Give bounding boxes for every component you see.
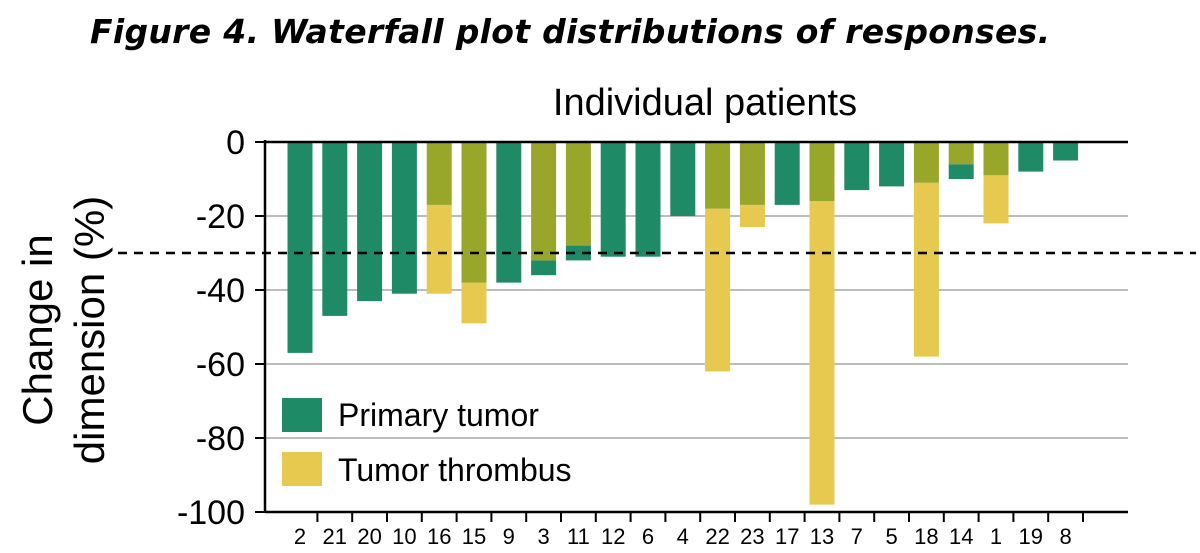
- x-tick-label: 3: [537, 524, 549, 549]
- x-tick-label: 10: [392, 524, 416, 549]
- x-tick-label: 12: [601, 524, 625, 549]
- bars: [287, 142, 1079, 505]
- bar-tumor-thrombus: [739, 204, 765, 228]
- x-tick-label: 7: [851, 524, 863, 549]
- bar-tumor-thrombus: [983, 175, 1009, 224]
- bar-primary-tumor: [1053, 142, 1079, 161]
- x-tick-label: 19: [1019, 524, 1043, 549]
- bar-overlap: [531, 142, 557, 261]
- bar-primary-tumor: [948, 164, 974, 179]
- bar-overlap: [983, 142, 1009, 176]
- figure-title: Figure 4. Waterfall plot distributions o…: [90, 12, 1051, 51]
- x-tick-label: 5: [885, 524, 897, 549]
- bar-primary-tumor: [774, 142, 800, 205]
- bar-primary-tumor: [565, 245, 591, 261]
- x-tick-label: 8: [1059, 524, 1071, 549]
- bar-tumor-thrombus: [461, 282, 487, 324]
- bar-overlap: [426, 142, 452, 205]
- x-tick-label: 2: [294, 524, 306, 549]
- bar-tumor-thrombus: [809, 201, 835, 505]
- bar-primary-tumor: [1018, 142, 1044, 172]
- y-tick-labels: 0 -20 -40 -60 -80 -100: [177, 124, 245, 532]
- bar-overlap: [948, 142, 974, 165]
- bar-primary-tumor: [670, 142, 696, 216]
- bar-primary-tumor: [531, 260, 557, 276]
- bar-overlap: [461, 142, 487, 283]
- x-tick-label: 1: [990, 524, 1002, 549]
- x-tick-label: 15: [462, 524, 486, 549]
- bar-primary-tumor: [600, 142, 626, 257]
- y-tick-label: 0: [226, 124, 245, 162]
- axes: [255, 140, 1128, 522]
- bar-tumor-thrombus: [913, 182, 939, 357]
- bar-primary-tumor: [357, 142, 383, 302]
- legend: Primary tumor Tumor thrombus: [282, 397, 572, 488]
- y-tick-label: -40: [196, 272, 245, 310]
- bar-primary-tumor: [844, 142, 870, 191]
- x-tick-label: 6: [642, 524, 654, 549]
- x-tick-label: 17: [775, 524, 799, 549]
- x-tick-label: 23: [740, 524, 764, 549]
- y-tick-label: -100: [177, 494, 245, 532]
- y-axis-label: Change in dimension (%): [14, 196, 113, 464]
- x-tick-label: 18: [914, 524, 938, 549]
- bar-tumor-thrombus: [705, 208, 731, 372]
- x-tick-label: 20: [357, 524, 381, 549]
- x-tick-label: 14: [949, 524, 973, 549]
- bar-tumor-thrombus: [426, 204, 452, 294]
- legend-swatch-tumor-thrombus: [282, 452, 322, 486]
- y-tick-label: -60: [196, 346, 245, 384]
- y-axis-label-line-1: Change in: [14, 234, 61, 425]
- legend-swatch-primary-tumor: [282, 398, 322, 432]
- y-tick-label: -80: [196, 420, 245, 458]
- bar-primary-tumor: [635, 142, 661, 257]
- bar-overlap: [565, 142, 591, 246]
- bar-overlap: [739, 142, 765, 205]
- x-tick-label: 9: [503, 524, 515, 549]
- bar-primary-tumor: [496, 142, 522, 283]
- legend-label-primary-tumor: Primary tumor: [338, 397, 539, 433]
- x-tick-label: 16: [427, 524, 451, 549]
- chart-title: Individual patients: [553, 82, 857, 124]
- bar-overlap: [809, 142, 835, 202]
- legend-label-tumor-thrombus: Tumor thrombus: [338, 452, 572, 488]
- x-tick-label: 4: [677, 524, 689, 549]
- bar-primary-tumor: [391, 142, 417, 294]
- x-tick-label: 22: [705, 524, 729, 549]
- x-tick-label: 13: [810, 524, 834, 549]
- x-tick-labels: 2 21 20 10 16 15 9 3 11 12 6 4 22 23 17 13 7 5 18 14 1 19 8: [294, 524, 1072, 549]
- bar-primary-tumor: [322, 142, 348, 316]
- bar-overlap: [705, 142, 731, 209]
- bar-overlap: [913, 142, 939, 183]
- y-tick-label: -20: [196, 198, 245, 236]
- x-tick-label: 11: [567, 524, 590, 549]
- bar-primary-tumor: [879, 142, 905, 187]
- x-tick-label: 21: [323, 524, 347, 549]
- bar-primary-tumor: [287, 142, 313, 353]
- y-axis-label-line-2: dimension (%): [66, 196, 113, 464]
